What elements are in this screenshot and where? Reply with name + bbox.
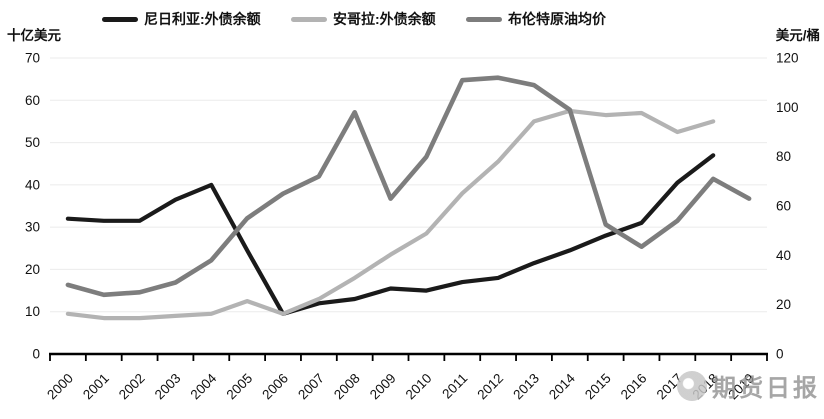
- x-tick-label-2004: 2004: [188, 370, 220, 402]
- x-tick-label-2006: 2006: [259, 371, 291, 403]
- legend-label-angola: 安哥拉:外债余额: [333, 11, 436, 27]
- legend-swatch-nigeria: [102, 16, 138, 22]
- x-tick-label-2016: 2016: [618, 371, 650, 403]
- x-tick-label-2014: 2014: [546, 370, 578, 402]
- x-tick-label-2011: 2011: [439, 371, 470, 402]
- right-axis-title: 美元/桶: [775, 28, 820, 43]
- x-tick-label-2012: 2012: [474, 371, 506, 403]
- watermark: 期货日报: [677, 368, 820, 403]
- x-tick-label-2007: 2007: [295, 371, 327, 403]
- watermark-text: 期货日报: [712, 375, 820, 402]
- left-tick-label-20: 20: [25, 262, 40, 277]
- left-tick-label-60: 60: [25, 93, 40, 108]
- legend-label-brent: 布伦特原油均价: [508, 11, 606, 27]
- right-tick-label-60: 60: [776, 199, 791, 214]
- x-tick-label-2001: 2001: [80, 371, 112, 403]
- series-line-2: [65, 75, 752, 298]
- legend-swatch-brent: [466, 16, 502, 22]
- left-tick-label-50: 50: [25, 135, 40, 150]
- x-tick-label-2000: 2000: [44, 371, 76, 403]
- right-tick-label-20: 20: [776, 297, 791, 312]
- left-tick-label-0: 0: [32, 347, 40, 362]
- series-line-1: [65, 108, 716, 321]
- x-tick-label-2008: 2008: [331, 371, 363, 403]
- left-axis-title: 十亿美元: [7, 28, 61, 43]
- legend-item-angola: 安哥拉:外债余额: [291, 10, 436, 28]
- legend-item-nigeria: 尼日利亚:外债余额: [102, 10, 261, 28]
- left-tick-label-40: 40: [25, 177, 40, 192]
- x-tick-label-2009: 2009: [367, 371, 399, 403]
- left-tick-label-10: 10: [25, 304, 40, 319]
- right-tick-label-80: 80: [776, 149, 791, 164]
- legend-swatch-angola: [291, 16, 327, 22]
- right-tick-label-0: 0: [776, 347, 784, 362]
- series-line-0: [65, 153, 716, 316]
- x-tick-label-2015: 2015: [582, 371, 614, 403]
- watermark-logo-icon: [677, 370, 707, 401]
- right-tick-label-40: 40: [776, 248, 791, 263]
- x-tick-label-2002: 2002: [116, 371, 148, 403]
- left-tick-label-30: 30: [25, 220, 40, 235]
- right-tick-label-120: 120: [776, 51, 799, 66]
- x-tick-label-2010: 2010: [403, 371, 435, 403]
- legend-item-brent: 布伦特原油均价: [466, 10, 606, 28]
- right-tick-label-100: 100: [776, 100, 799, 115]
- left-tick-label-70: 70: [25, 51, 40, 66]
- x-tick-label-2005: 2005: [223, 371, 255, 403]
- legend-label-nigeria: 尼日利亚:外债余额: [144, 11, 261, 27]
- x-tick-label-2003: 2003: [152, 371, 184, 403]
- x-tick-label-2013: 2013: [510, 371, 542, 403]
